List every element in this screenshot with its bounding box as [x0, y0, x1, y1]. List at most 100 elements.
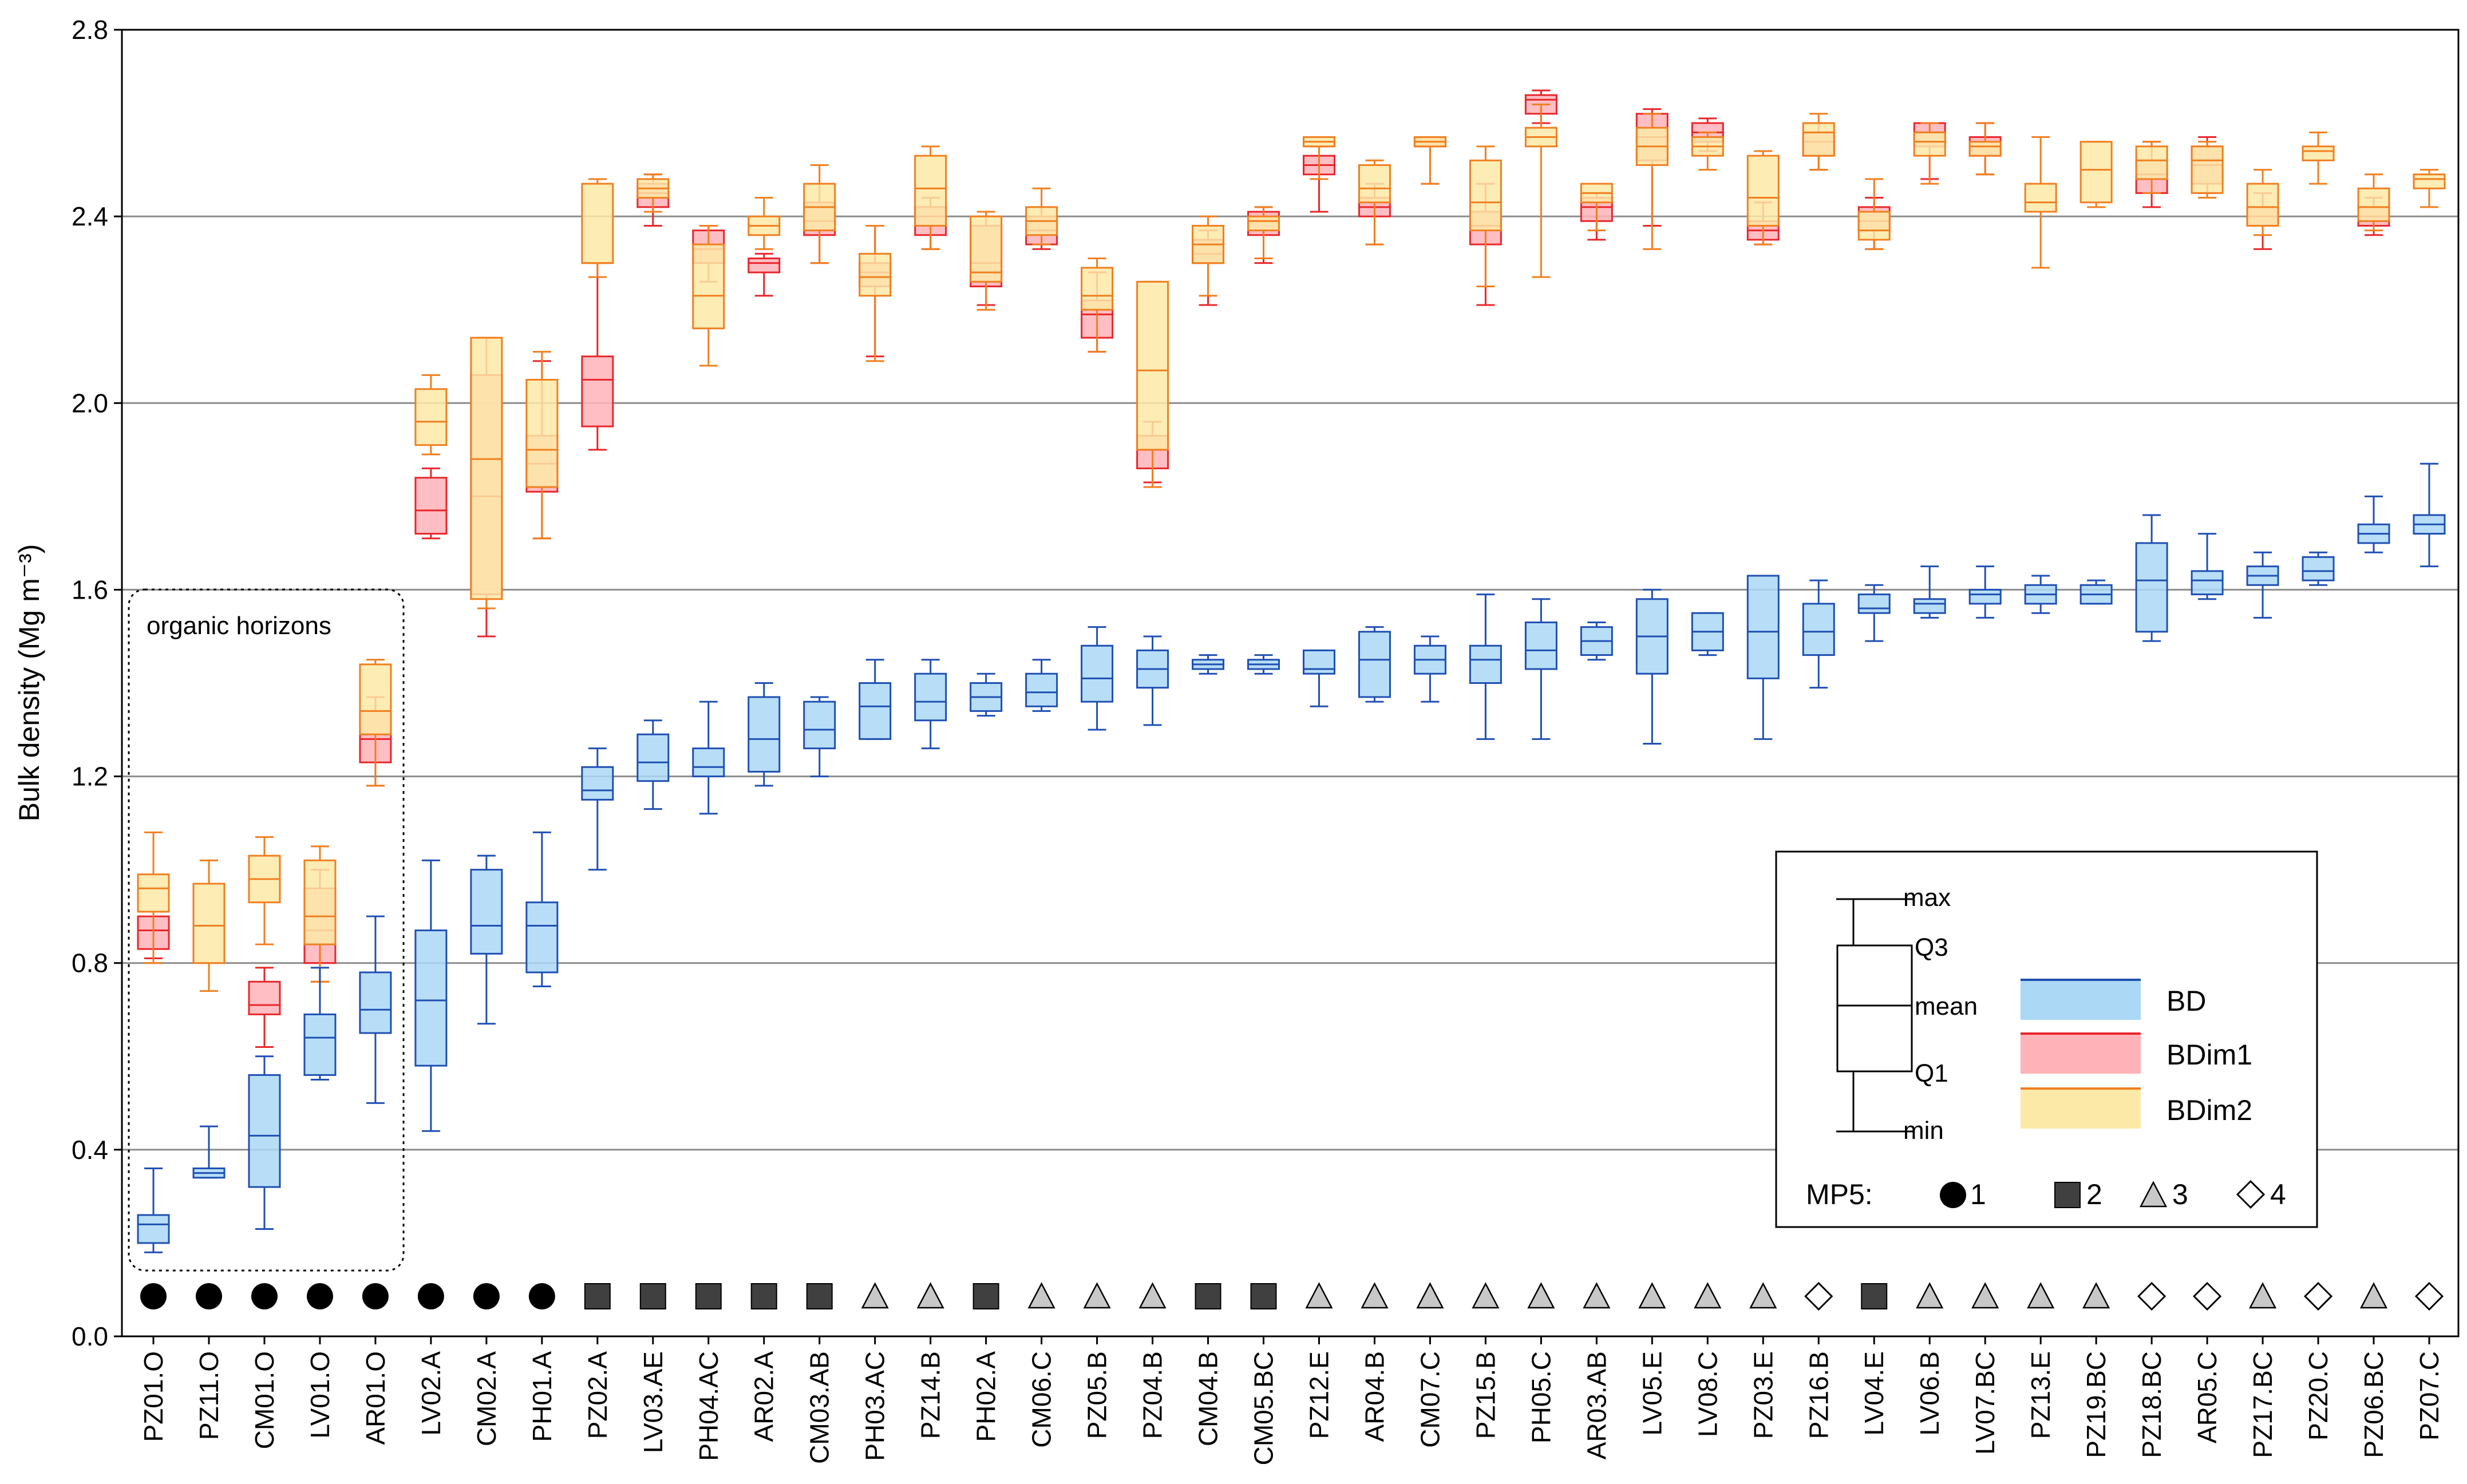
box-bdim2-pz17.bc: [2246, 169, 2279, 236]
box-bd-pz18.bc: [2135, 514, 2168, 642]
box-bd-cm03.ab: [803, 696, 836, 778]
x-tick-label: PZ18.BC: [2137, 1351, 2166, 1458]
box-bdim2-ph02.a: [970, 211, 1003, 311]
box-bd-pz12.e: [1302, 649, 1335, 707]
box-bdim2-ph04.ac: [692, 224, 725, 367]
iqr-box: [414, 388, 448, 446]
box-bdim2-lv07.bc: [1968, 122, 2002, 176]
box-bdim2-lv02.a: [414, 374, 448, 456]
box-bd-cm04.b: [1192, 654, 1225, 675]
box-bd-lv04.e: [1857, 584, 1891, 642]
iqr-box: [859, 252, 892, 297]
box-plots: [137, 89, 2446, 1253]
iqr-box: [1358, 631, 1391, 698]
y-tick-label: 2.8: [72, 15, 108, 45]
box-bdim2-ar05.c: [2191, 141, 2224, 199]
y-tick-label: 0.4: [72, 1135, 108, 1165]
box-bd-ph04.ac: [692, 701, 725, 815]
box-bdim2-pz12.e: [1302, 136, 1335, 180]
y-tick-label: 2.0: [72, 388, 108, 418]
y-tick-label: 1.2: [72, 762, 108, 792]
mp5-marker-circle: [362, 1283, 389, 1309]
iqr-box: [2079, 141, 2113, 204]
box-bdim2-pz11.o: [192, 859, 226, 992]
box-bd-lv06.b: [1913, 565, 1946, 619]
box-bdim2-pz05.b: [1081, 258, 1114, 353]
mp5-marker-triangle: [916, 1282, 944, 1309]
mp5-marker-diamond: [1804, 1281, 1833, 1311]
iqr-box: [803, 701, 836, 750]
iqr-box: [303, 859, 337, 945]
iqr-box: [692, 243, 725, 330]
iqr-box: [1469, 644, 1502, 684]
iqr-box: [1358, 164, 1391, 204]
mp5-marker-circle: [195, 1283, 222, 1309]
box-bd-pz06.bc: [2357, 495, 2390, 553]
box-bdim2-pz04.b: [1136, 280, 1169, 488]
iqr-box: [914, 155, 947, 227]
mp5-marker-triangle: [2249, 1282, 2277, 1309]
legend-mp5-circle-icon: [1940, 1182, 1966, 1208]
iqr-box: [1913, 598, 1946, 614]
x-tick-label: PZ13.E: [2026, 1351, 2055, 1439]
x-tick-label: CM04.B: [1193, 1351, 1223, 1446]
mp5-markers: [140, 1281, 2444, 1311]
box-bd-cm02.a: [470, 854, 503, 1025]
x-tick-label: AR02.A: [749, 1351, 779, 1442]
box-bd-ar03.ab: [1580, 622, 1613, 661]
mp5-marker-diamond: [2137, 1281, 2166, 1311]
iqr-box: [1857, 211, 1891, 241]
mp5-marker-circle: [306, 1283, 333, 1309]
iqr-box: [1746, 575, 1780, 679]
iqr-box: [1913, 131, 1946, 157]
box-bdim2-pz07.c: [2413, 169, 2446, 208]
y-tick-label: 0.8: [72, 948, 108, 978]
iqr-box: [2302, 556, 2335, 581]
box-bdim2-cm06.c: [1025, 187, 1058, 246]
legend-bdim1-swatch: [2021, 1032, 2141, 1074]
mp5-marker-triangle: [1638, 1282, 1666, 1309]
box-bdim2-lv06.b: [1913, 122, 1946, 185]
legend-bdim2-swatch: [2021, 1087, 2141, 1129]
iqr-box: [914, 672, 947, 722]
iqr-box: [692, 747, 725, 778]
iqr-box: [636, 733, 670, 782]
box-bdim1-ar02.a: [748, 252, 781, 297]
mp5-marker-square: [584, 1283, 611, 1309]
iqr-box: [303, 1013, 337, 1076]
box-bd-pz13.e: [2024, 575, 2057, 614]
mp5-marker-triangle: [1361, 1282, 1389, 1309]
iqr-box: [1247, 215, 1280, 232]
box-bdim2-lv03.ae: [636, 173, 670, 213]
iqr-box: [1025, 672, 1058, 707]
legend-q3-label: Q3: [1915, 933, 1948, 961]
mp5-marker-triangle: [1527, 1282, 1555, 1309]
mp5-marker-triangle: [2359, 1282, 2388, 1309]
mp5-marker-square: [1195, 1283, 1221, 1309]
x-tick-label: PZ19.BC: [2081, 1351, 2111, 1458]
x-tick-label: AR04.B: [1359, 1351, 1389, 1442]
x-tick-label: PZ11.O: [194, 1351, 224, 1440]
legend: max Q3 mean Q1 min BD BDim1 BDim2 MP5: 1…: [1775, 850, 2318, 1228]
box-bdim1-pz02.a: [581, 262, 614, 451]
iqr-box: [748, 696, 781, 773]
box-bd-ar01.o: [359, 915, 392, 1104]
x-axis: PZ01.O PZ11.O CM01.O LV01.O AR01.O LV02.A CM02…: [139, 1336, 2444, 1465]
iqr-box: [1524, 622, 1557, 670]
x-tick-label: AR03.AB: [1582, 1351, 1611, 1459]
x-tick-label: LV05.E: [1637, 1351, 1667, 1435]
box-bd-pz02.a: [581, 747, 614, 871]
legend-mp5-diamond-icon: [2236, 1180, 2266, 1209]
x-tick-label: CM06.C: [1027, 1351, 1057, 1448]
iqr-box: [581, 766, 614, 801]
x-tick-label: LV08.C: [1693, 1351, 1722, 1437]
iqr-box: [470, 337, 503, 600]
iqr-box: [1968, 588, 2002, 605]
iqr-box: [2191, 145, 2224, 194]
x-tick-label: CM05.BC: [1249, 1351, 1279, 1465]
legend-mp5-3-label: 3: [2172, 1178, 2188, 1210]
box-bd-cm07.c: [1413, 635, 1446, 703]
mp5-marker-triangle: [1416, 1282, 1444, 1309]
x-tick-label: CM03.AB: [805, 1351, 835, 1464]
x-tick-label: CM07.C: [1415, 1351, 1445, 1448]
